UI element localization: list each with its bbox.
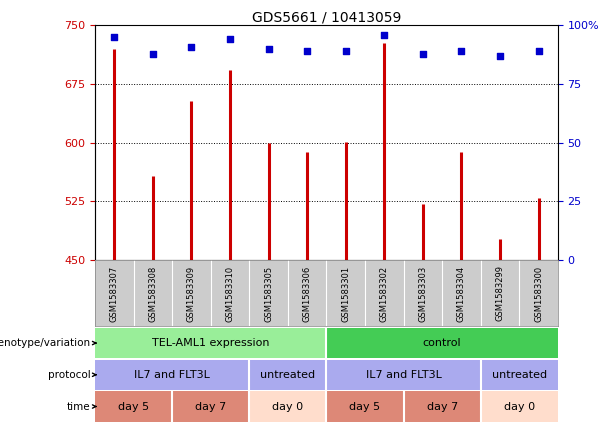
Text: day 7: day 7 bbox=[427, 401, 458, 412]
Text: day 5: day 5 bbox=[118, 401, 149, 412]
Text: time: time bbox=[67, 401, 90, 412]
Text: day 7: day 7 bbox=[195, 401, 226, 412]
Bar bbox=[481, 391, 558, 422]
Text: GSM1583303: GSM1583303 bbox=[418, 265, 427, 321]
Text: day 0: day 0 bbox=[504, 401, 535, 412]
Bar bbox=[327, 328, 558, 358]
Bar bbox=[327, 391, 403, 422]
Text: genotype/variation: genotype/variation bbox=[0, 338, 90, 348]
Point bbox=[186, 43, 196, 50]
Bar bbox=[403, 391, 481, 422]
Text: GSM1583301: GSM1583301 bbox=[341, 265, 350, 321]
Text: TEL-AML1 expression: TEL-AML1 expression bbox=[152, 338, 270, 348]
Text: GSM1583302: GSM1583302 bbox=[380, 265, 389, 321]
Text: day 5: day 5 bbox=[349, 401, 381, 412]
Bar bbox=[249, 391, 327, 422]
Text: control: control bbox=[423, 338, 462, 348]
Point bbox=[418, 50, 428, 57]
Point bbox=[534, 48, 544, 55]
Bar bbox=[95, 360, 249, 390]
Bar bbox=[249, 360, 327, 390]
Bar bbox=[481, 360, 558, 390]
Text: GSM1583306: GSM1583306 bbox=[303, 265, 311, 321]
Text: GSM1583300: GSM1583300 bbox=[534, 265, 543, 321]
Title: GDS5661 / 10413059: GDS5661 / 10413059 bbox=[252, 10, 401, 24]
Text: GSM1583308: GSM1583308 bbox=[148, 265, 158, 321]
Point bbox=[379, 31, 389, 38]
Text: IL7 and FLT3L: IL7 and FLT3L bbox=[134, 370, 210, 380]
Bar bbox=[327, 360, 481, 390]
Point bbox=[495, 52, 505, 59]
Bar bbox=[95, 328, 327, 358]
Point bbox=[341, 48, 351, 55]
Point bbox=[457, 48, 466, 55]
Point bbox=[225, 36, 235, 43]
Point bbox=[148, 50, 158, 57]
Text: IL7 and FLT3L: IL7 and FLT3L bbox=[365, 370, 441, 380]
Bar bbox=[172, 391, 249, 422]
Bar bbox=[95, 391, 172, 422]
Text: GSM1583309: GSM1583309 bbox=[187, 265, 196, 321]
Text: day 0: day 0 bbox=[272, 401, 303, 412]
Text: GSM1583305: GSM1583305 bbox=[264, 265, 273, 321]
Text: protocol: protocol bbox=[48, 370, 90, 380]
Text: GSM1583304: GSM1583304 bbox=[457, 265, 466, 321]
Point bbox=[109, 34, 119, 41]
Text: untreated: untreated bbox=[492, 370, 547, 380]
Text: untreated: untreated bbox=[261, 370, 316, 380]
Text: GSM1583307: GSM1583307 bbox=[110, 265, 119, 321]
Point bbox=[302, 48, 312, 55]
Text: GSM1583310: GSM1583310 bbox=[226, 265, 235, 321]
Point bbox=[264, 46, 273, 52]
Text: GSM1583299: GSM1583299 bbox=[495, 265, 504, 321]
